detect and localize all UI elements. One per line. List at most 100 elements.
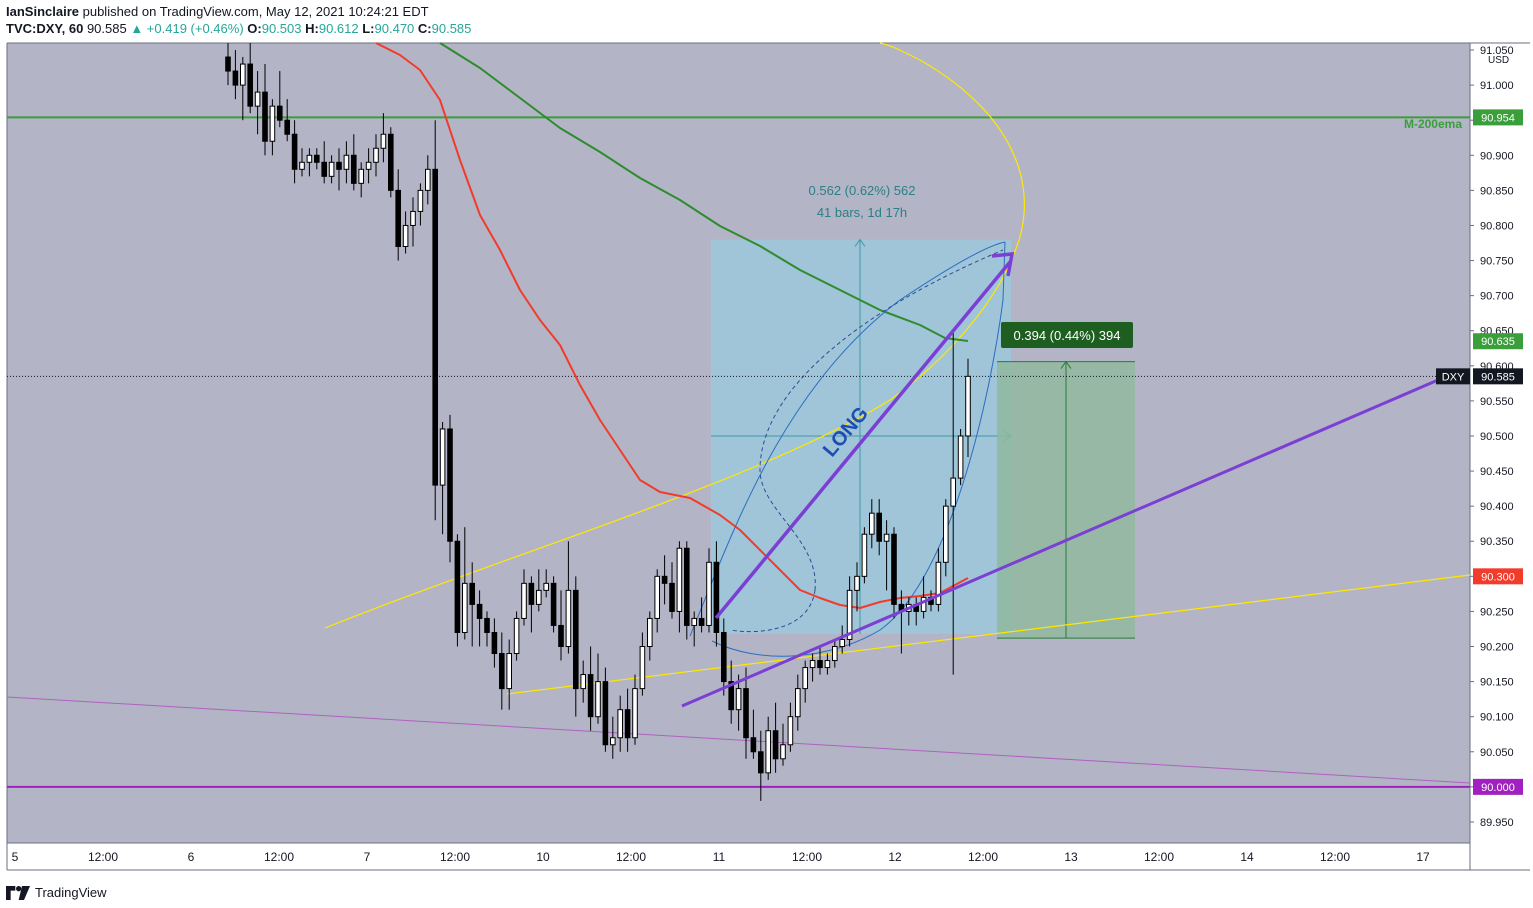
price-label-3: 90.300 [1481, 571, 1515, 583]
arc-line-1 [689, 241, 1006, 637]
candle [439, 428, 446, 486]
candle [388, 133, 394, 191]
y-tick-label: 90.350 [1480, 536, 1514, 548]
price-change: ▲ +0.419 (+0.46%) [130, 21, 244, 36]
candle [758, 751, 764, 774]
candle [254, 91, 261, 107]
brand-name[interactable]: TradingView [35, 885, 107, 900]
y-tick-label: 90.800 [1480, 220, 1514, 232]
ema-label: M-200ema [1404, 117, 1462, 131]
candle [225, 56, 231, 72]
y-tick-label: 90.200 [1480, 642, 1514, 654]
price-axis [1470, 43, 1530, 870]
x-tick-label: 12:00 [440, 850, 470, 864]
high-value: 90.612 [318, 21, 359, 36]
candle [587, 674, 594, 718]
close-label: C: [417, 21, 432, 36]
low-value: 90.470 [374, 21, 415, 36]
price-label-bg-0 [1473, 109, 1523, 126]
x-tick-label: 5 [12, 850, 19, 864]
candle [506, 653, 512, 690]
x-tick-label: 12:00 [792, 850, 822, 864]
ema200-line [439, 42, 969, 342]
x-tick-label: 14 [1240, 850, 1254, 864]
candle [787, 716, 794, 746]
y-tick-label: 90.850 [1480, 185, 1514, 197]
candle [632, 688, 638, 739]
y-tick-label: 90.050 [1480, 747, 1514, 759]
publish-text: published on TradingView.com, May 12, 20… [82, 4, 429, 19]
long-arrow-line [714, 260, 1012, 620]
candle [676, 547, 683, 612]
y-tick-label: 90.500 [1480, 431, 1514, 443]
price-label-2: 90.585 [1481, 371, 1515, 383]
candle [661, 575, 668, 584]
candle [617, 709, 623, 739]
candle [277, 105, 283, 121]
candle [284, 119, 290, 135]
candle [321, 161, 327, 177]
candle [476, 603, 483, 619]
yellow-curve [324, 257, 1013, 629]
footer: TradingView [6, 885, 107, 900]
y-tick-label: 90.900 [1480, 150, 1514, 162]
candle [780, 744, 786, 760]
candle [454, 540, 461, 633]
long-arrow-head [991, 252, 1015, 277]
y-tick-label: 90.400 [1480, 501, 1514, 513]
x-tick-label: 12:00 [1144, 850, 1174, 864]
arc-dashed [759, 249, 1004, 591]
candle [950, 477, 956, 507]
candle [965, 375, 971, 437]
x-tick-label: 11 [713, 850, 726, 864]
candle [824, 660, 831, 669]
candle [684, 547, 690, 626]
candle [802, 667, 808, 690]
measure-text-2: 41 bars, 1d 17h [817, 205, 907, 220]
price-label-4: 90.000 [1481, 782, 1515, 794]
ascending-trendline [681, 378, 1439, 708]
candle [410, 210, 416, 226]
long-position-box [711, 239, 1011, 634]
symbol-tag-bg [1436, 368, 1470, 385]
x-tick-label: 12:00 [968, 850, 998, 864]
candle [713, 561, 720, 633]
candle [558, 624, 564, 648]
candle [262, 91, 268, 142]
y-tick-label: 90.150 [1480, 677, 1514, 689]
yellow-trendline [506, 574, 1471, 695]
candle [647, 617, 653, 648]
candle [521, 582, 527, 619]
candle [750, 737, 757, 753]
candle [861, 533, 868, 577]
price-label-bg-2 [1473, 368, 1523, 385]
candle [528, 582, 535, 605]
measure-text-1: 0.562 (0.62%) 562 [809, 183, 916, 198]
close-value: 90.585 [431, 21, 472, 36]
candle [624, 709, 631, 739]
arc-dashed-2 [729, 589, 816, 633]
x-tick-label: 10 [536, 850, 550, 864]
candle [698, 617, 705, 626]
candle [491, 631, 498, 655]
candle [343, 154, 350, 170]
candle [735, 688, 742, 711]
candle [691, 617, 697, 626]
measure-arrow-up [854, 238, 866, 247]
candle [610, 737, 616, 746]
candle [469, 582, 475, 605]
author-name[interactable]: IanSinclaire [6, 4, 79, 19]
ohlc-legend: TVC:DXY, 60 90.585 ▲ +0.419 (+0.46%) O:9… [6, 21, 471, 36]
candle [328, 161, 335, 177]
price-label-bg-4 [1473, 778, 1523, 795]
candle [943, 505, 949, 563]
candle [876, 512, 882, 542]
candle [232, 70, 239, 86]
tradingview-logo-icon[interactable] [6, 885, 30, 900]
candle [891, 533, 897, 605]
x-tick-label: 12:00 [1320, 850, 1350, 864]
y-tick-label: 90.750 [1480, 256, 1514, 268]
candle [743, 688, 749, 739]
low-label: L: [362, 21, 375, 36]
